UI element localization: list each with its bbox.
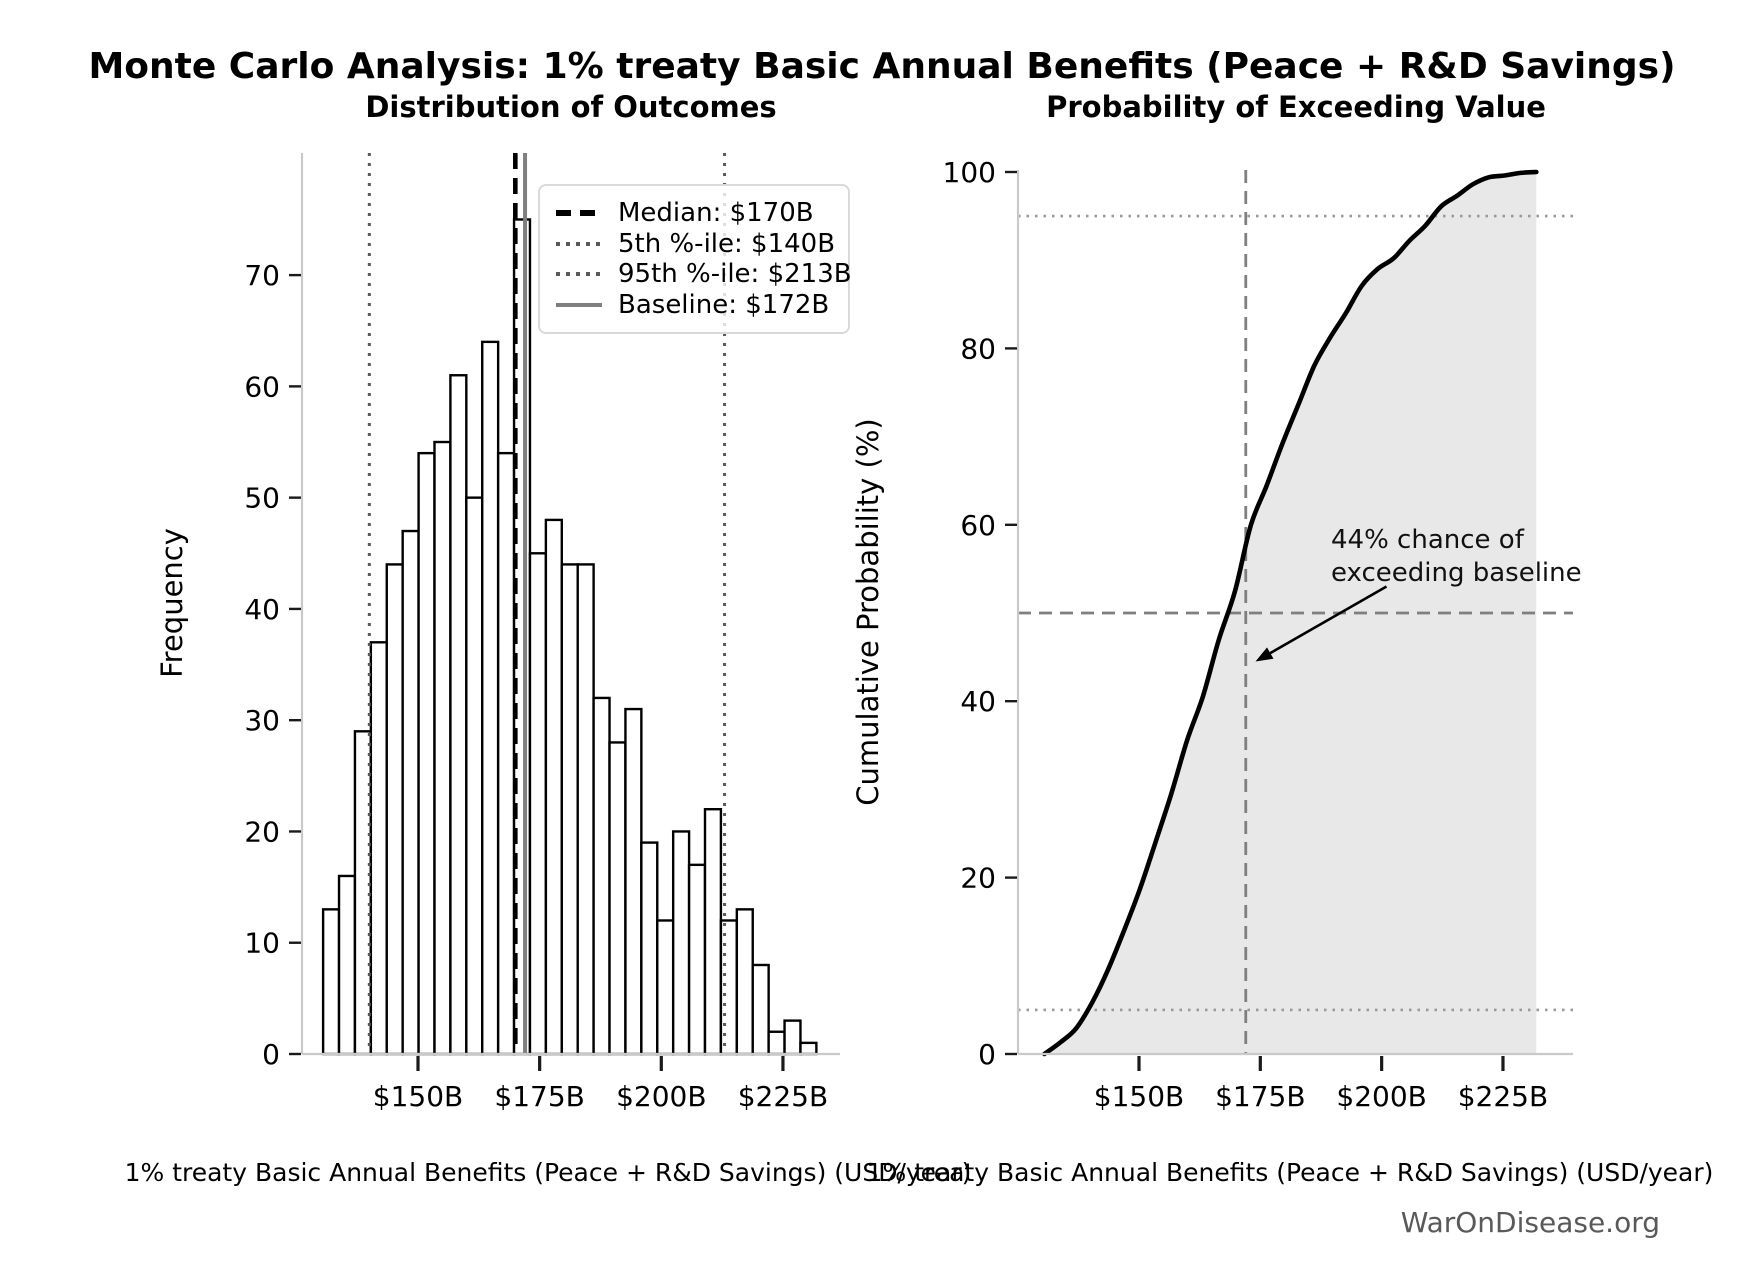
histogram-bar [544, 518, 563, 1056]
annotation-arrow-shaft [1269, 585, 1388, 655]
histogram-bar [321, 908, 341, 1056]
legend-label-median: Median: $170B [618, 198, 814, 228]
histogram-bar [401, 529, 420, 1056]
y-tick-label: 20 [244, 815, 280, 848]
legend-entry-pctile-95: 95th %-ile: $213B [556, 259, 852, 289]
left-y-axis-label: Frequency [155, 528, 189, 678]
watermark: WarOnDisease.org [1400, 1206, 1660, 1239]
y-tick-label: 100 [943, 156, 996, 189]
histogram-bar [337, 874, 357, 1056]
y-tick-label: 10 [244, 927, 280, 960]
histogram-bar [783, 1019, 802, 1056]
cdf-annotation: 44% chance of exceeding baseline [1331, 524, 1582, 589]
cdf-curve [1042, 169, 1539, 1057]
x-tick-label: $150B [373, 1080, 463, 1113]
left-plot-title: Distribution of Outcomes [365, 90, 777, 124]
pctile-5-line-sample [556, 241, 602, 246]
y-tick-label: 60 [244, 370, 280, 403]
histogram-bar [751, 963, 770, 1056]
histogram-bar [449, 374, 468, 1056]
x-tick-label: $225B [1458, 1080, 1548, 1113]
legend-entry-median: Median: $170B [556, 198, 832, 228]
histogram-bar [671, 830, 691, 1056]
y-tick-label: 40 [960, 685, 996, 718]
left-x-axis-label: 1% treaty Basic Annual Benefits (Peace +… [124, 1158, 972, 1187]
histogram-bar [433, 440, 452, 1056]
y-tick-label: 80 [960, 332, 996, 365]
pctile-95-line-sample [556, 272, 602, 277]
histogram-bar [656, 919, 675, 1056]
histogram-bar [576, 563, 595, 1056]
legend-label-baseline: Baseline: $172B [618, 289, 830, 320]
histogram-bar [640, 841, 659, 1056]
histogram-bar [799, 1041, 818, 1056]
histogram-bar [687, 863, 707, 1056]
right-y-axis-label: Cumulative Probability (%) [851, 418, 885, 806]
x-tick-label: $175B [494, 1080, 584, 1113]
legend: Median: $170B 5th %-ile: $140B 95th %-il… [538, 184, 852, 334]
histogram-bar [560, 563, 579, 1056]
baseline-line-sample [556, 302, 602, 307]
y-tick-label: 30 [244, 704, 280, 737]
histogram-bar [481, 340, 500, 1056]
y-tick-label: 0 [262, 1038, 280, 1071]
x-tick-label: $200B [616, 1080, 706, 1113]
cdf-annotation-line-1: 44% chance of [1331, 525, 1524, 555]
histogram-bar [417, 451, 436, 1056]
y-tick-label: 50 [244, 482, 280, 515]
figure-title: Monte Carlo Analysis: 1% treaty Basic An… [88, 46, 1676, 87]
histogram-bar [369, 641, 388, 1056]
histogram-bar [767, 1030, 786, 1056]
histogram-bar [465, 496, 484, 1056]
y-tick-label: 60 [960, 509, 996, 542]
y-tick-label: 40 [244, 593, 280, 626]
histogram-bar [528, 552, 548, 1056]
histogram-bar [496, 451, 516, 1056]
histogram-bar [703, 808, 723, 1056]
legend-entry-pctile-5: 5th %-ile: $140B [556, 228, 836, 259]
histogram-bar [624, 707, 643, 1056]
y-tick-label: 70 [244, 259, 280, 292]
y-tick-label: 0 [978, 1038, 996, 1071]
cdf-annotation-line-2: exceeding baseline [1331, 557, 1582, 588]
x-tick-label: $225B [738, 1080, 828, 1113]
y-tick-label: 20 [960, 862, 996, 895]
x-tick-label: $150B [1094, 1080, 1184, 1113]
legend-entry-baseline: Baseline: $172B [556, 290, 832, 320]
histogram-bar [608, 741, 627, 1056]
histogram-bar [385, 563, 404, 1056]
legend-label-pctile-5: 5th %-ile: $140B [618, 228, 836, 259]
legend-label-pctile-95: 95th %-ile: $213B [618, 259, 852, 290]
histogram-bar [592, 696, 611, 1056]
histogram-bar [735, 908, 754, 1056]
right-x-axis-label: 1% treaty Basic Annual Benefits (Peace +… [866, 1158, 1714, 1187]
cdf-area-fill [1044, 172, 1537, 1054]
median-line-sample [556, 210, 602, 216]
right-plot-title: Probability of Exceeding Value [1046, 90, 1546, 124]
x-tick-label: $175B [1215, 1080, 1305, 1113]
x-tick-label: $200B [1336, 1080, 1426, 1113]
annotation-arrow-head [1255, 647, 1274, 662]
